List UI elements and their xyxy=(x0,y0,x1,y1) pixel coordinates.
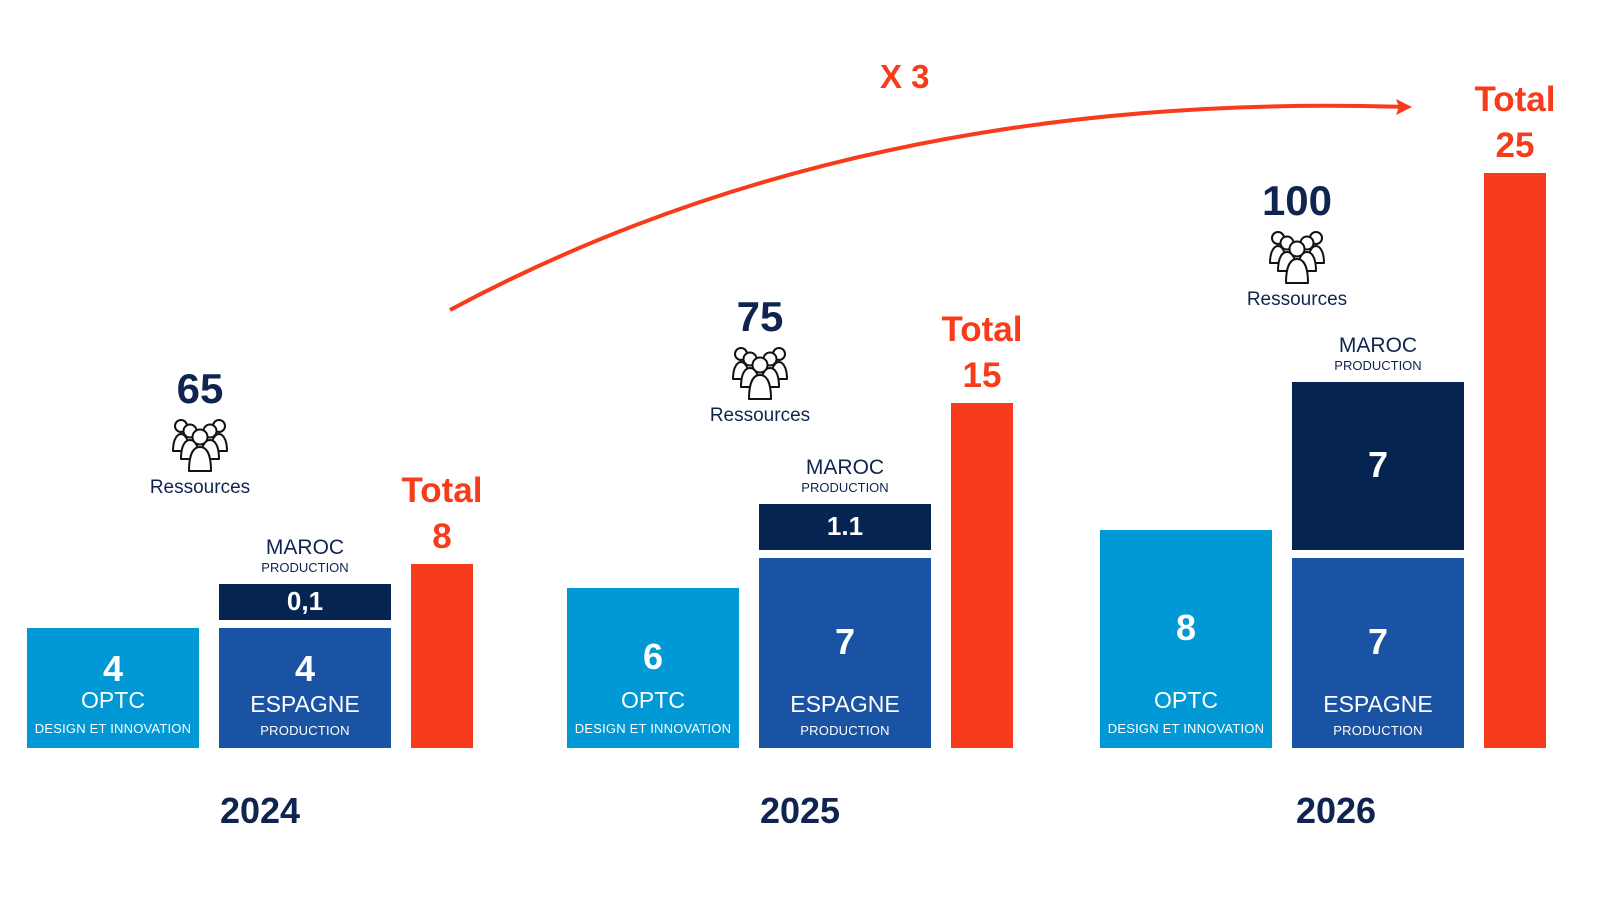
resources-2025: 75 Ressources xyxy=(680,293,840,427)
total-word: Total xyxy=(941,310,1023,349)
year-label-2024: 2024 xyxy=(219,790,301,831)
total-word: Total xyxy=(401,471,483,510)
resources-2026: 100 Ressources xyxy=(1217,177,1377,311)
espagne-name: ESPAGNE xyxy=(250,691,360,717)
bar-maroc-2026: 7 xyxy=(1292,382,1464,550)
espagne-sub: PRODUCTION xyxy=(260,723,350,738)
optc-sub: DESIGN ET INNOVATION xyxy=(34,721,192,736)
maroc-value: 1.1 xyxy=(826,511,864,541)
optc-value: 8 xyxy=(1175,607,1197,648)
espagne-name: ESPAGNE xyxy=(1323,691,1433,717)
maroc-label-2024: MAROC PRODUCTION xyxy=(219,536,391,575)
total-value: 15 xyxy=(962,356,1002,395)
bar-maroc-2024: 0,1 xyxy=(219,584,391,620)
resources-label: Ressources xyxy=(1246,289,1348,310)
curved-arrow-icon xyxy=(449,103,1406,312)
maroc-label-2025: MAROC PRODUCTION xyxy=(759,456,931,495)
bar-espagne-2025: 7 ESPAGNE PRODUCTION xyxy=(759,558,931,748)
growth-multiplier-label: X 3 xyxy=(880,58,930,95)
maroc-label-2026: MAROC PRODUCTION xyxy=(1292,334,1464,373)
people-group-icon xyxy=(728,341,792,405)
optc-sub: DESIGN ET INNOVATION xyxy=(1107,721,1265,736)
bar-optc-2024: 4 OPTC DESIGN ET INNOVATION xyxy=(27,628,199,748)
resources-label: Ressources xyxy=(149,477,251,498)
optc-name: OPTC xyxy=(621,687,685,713)
espagne-sub: PRODUCTION xyxy=(1333,723,1423,738)
resources-label: Ressources xyxy=(709,405,811,426)
people-group-icon xyxy=(1265,225,1329,289)
maroc-name: MAROC xyxy=(265,536,345,559)
year-label-2026: 2026 xyxy=(1295,790,1377,831)
optc-sub: DESIGN ET INNOVATION xyxy=(574,721,732,736)
espagne-value: 4 xyxy=(294,648,316,689)
arrow-head xyxy=(1396,99,1412,115)
espagne-sub: PRODUCTION xyxy=(800,723,890,738)
total-value: 25 xyxy=(1495,126,1535,165)
espagne-name: ESPAGNE xyxy=(790,691,900,717)
optc-value: 6 xyxy=(642,636,664,677)
espagne-value: 7 xyxy=(834,621,856,662)
people-group-icon xyxy=(168,413,232,477)
bar-optc-2026: 8 OPTC DESIGN ET INNOVATION xyxy=(1100,530,1272,748)
maroc-sub: PRODUCTION xyxy=(261,560,349,575)
optc-name: OPTC xyxy=(81,687,145,713)
resources-count: 75 xyxy=(736,293,784,340)
maroc-name: MAROC xyxy=(805,456,885,479)
total-word: Total xyxy=(1474,80,1556,119)
year-label-2025: 2025 xyxy=(759,790,841,831)
resources-2024: 65 Ressources xyxy=(120,365,280,499)
optc-name: OPTC xyxy=(1154,687,1218,713)
maroc-name: MAROC xyxy=(1338,334,1418,357)
maroc-value: 7 xyxy=(1367,444,1389,485)
total-label-2025: Total 15 xyxy=(911,307,1053,399)
resources-count: 65 xyxy=(176,365,224,412)
maroc-sub: PRODUCTION xyxy=(1334,358,1422,373)
maroc-sub: PRODUCTION xyxy=(801,480,889,495)
bar-total-2026 xyxy=(1484,173,1546,748)
resources-count: 100 xyxy=(1261,177,1333,224)
bar-total-2024 xyxy=(411,564,473,748)
total-label-2026: Total 25 xyxy=(1444,77,1586,169)
espagne-value: 7 xyxy=(1367,621,1389,662)
bar-espagne-2024: 4 ESPAGNE PRODUCTION xyxy=(219,628,391,748)
bar-maroc-2025: 1.1 xyxy=(759,504,931,550)
bar-total-2025 xyxy=(951,403,1013,748)
optc-value: 4 xyxy=(102,648,124,689)
total-label-2024: Total 8 xyxy=(371,468,513,560)
total-value: 8 xyxy=(432,517,452,556)
bar-optc-2025: 6 OPTC DESIGN ET INNOVATION xyxy=(567,588,739,748)
bar-espagne-2026: 7 ESPAGNE PRODUCTION xyxy=(1292,558,1464,748)
maroc-value: 0,1 xyxy=(286,586,324,616)
